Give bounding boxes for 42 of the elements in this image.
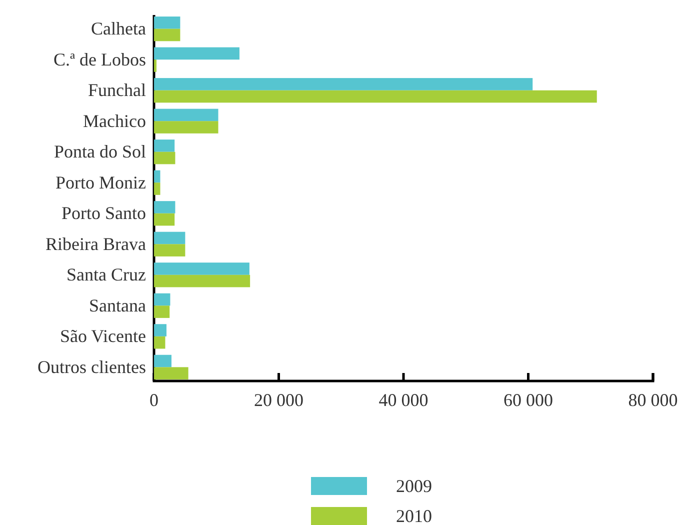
bar <box>154 213 175 226</box>
y-tick-label: Ribeira Brava <box>46 234 146 254</box>
bar <box>154 293 170 306</box>
y-tick-label: Calheta <box>91 18 146 39</box>
bar <box>154 274 250 288</box>
bar <box>154 121 218 134</box>
bar <box>154 324 166 336</box>
bar <box>154 108 218 122</box>
bar <box>154 170 160 183</box>
legend-label: 2009 <box>396 476 432 496</box>
bar <box>154 16 180 29</box>
bar <box>154 244 186 256</box>
bar <box>154 140 175 152</box>
x-tick-label: 60 000 <box>504 390 553 410</box>
y-tick-label: Porto Moniz <box>55 172 146 192</box>
x-tick-label: 80 000 <box>628 390 678 410</box>
y-tick-label: Porto Santo <box>61 203 146 224</box>
bar <box>154 262 250 275</box>
y-tick-label: Santana <box>89 295 146 316</box>
bar <box>154 354 172 368</box>
bar <box>154 28 180 42</box>
bar <box>154 306 170 318</box>
bar <box>154 152 176 164</box>
y-tick-label: C.ª de Lobos <box>54 49 146 70</box>
x-tick-label: 0 <box>150 390 158 410</box>
bar <box>154 232 186 244</box>
bar <box>154 47 240 60</box>
y-tick-label: Ponta do Sol <box>54 142 146 162</box>
y-tick-label: Outros clientes <box>38 356 146 377</box>
x-tick-label: 20 000 <box>254 390 304 410</box>
bar <box>154 367 188 380</box>
bar <box>154 201 176 214</box>
bar <box>154 90 597 103</box>
y-tick-label: São Vicente <box>60 326 146 346</box>
y-tick-label: Machico <box>83 110 146 131</box>
bar <box>154 182 160 195</box>
legend-label: 2010 <box>396 506 432 525</box>
y-tick-label: Santa Cruz <box>66 264 146 285</box>
x-tick-label: 40 000 <box>378 390 428 410</box>
bar <box>154 336 166 349</box>
y-tick-label: Funchal <box>88 80 146 100</box>
bar <box>154 78 533 90</box>
